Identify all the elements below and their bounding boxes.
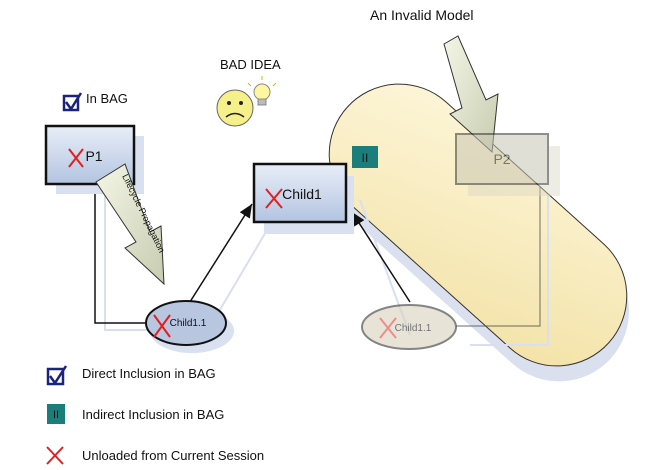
connector-p1-child1-1 <box>94 184 147 324</box>
in-bag-label: In BAG <box>86 91 128 106</box>
legend-unloaded-label: Unloaded from Current Session <box>82 448 264 463</box>
x-mark-icon <box>265 188 283 209</box>
indirect-badge-text: II <box>362 151 369 165</box>
bad-idea-text: BAD IDEA <box>220 57 281 72</box>
node-p2-label: P2 <box>493 151 510 167</box>
x-mark-icon <box>68 148 84 168</box>
title-text: An Invalid Model <box>370 7 474 23</box>
node-child1-label: Child1 <box>282 186 322 202</box>
legend-indirect-icon: II <box>47 404 65 424</box>
legend-direct-label: Direct Inclusion in BAG <box>82 366 216 381</box>
connector-ghost-child1 <box>351 211 411 303</box>
light-bulb-icon <box>247 76 277 106</box>
legend-indirect-symbol: II <box>53 409 59 421</box>
legend-x-mark-icon <box>46 446 64 465</box>
lifecycle-propagation-arrow: Lifecycle Propagation <box>95 163 167 286</box>
legend-direct-checkbox-icon <box>46 365 68 386</box>
node-child1-1-ghost-label: Child1.1 <box>395 323 432 334</box>
in-bag-checkbox-icon <box>62 92 83 112</box>
x-mark-icon <box>153 314 171 338</box>
node-p1-label: P1 <box>85 148 102 164</box>
legend: Direct Inclusion in BAG II Indirect Incl… <box>46 365 264 465</box>
pointer-arrow <box>443 35 499 154</box>
node-child1[interactable]: Child1 <box>252 162 354 234</box>
node-child1-1-ghost[interactable]: Child1.1 <box>361 304 457 350</box>
node-child1-1-label: Child1.1 <box>170 318 207 329</box>
indirect-inclusion-badge: II <box>352 146 378 168</box>
connector-p2-ghost <box>456 186 541 327</box>
sad-face-icon <box>216 89 254 127</box>
invalid-model-capsule <box>328 83 629 382</box>
legend-indirect-label: Indirect Inclusion in BAG <box>82 407 224 422</box>
connector-child1-1-child1 <box>187 203 253 306</box>
node-p2[interactable]: P2 <box>455 133 560 196</box>
x-mark-icon <box>379 317 397 339</box>
node-child1-1[interactable]: Child1.1 <box>145 300 234 353</box>
